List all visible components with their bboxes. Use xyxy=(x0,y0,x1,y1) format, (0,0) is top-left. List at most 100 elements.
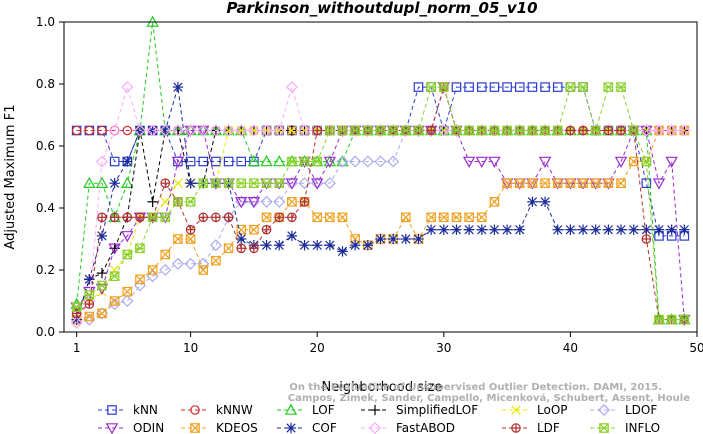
point-inflo xyxy=(135,243,145,254)
point-odin xyxy=(665,156,678,168)
point-fastabod xyxy=(652,124,666,137)
series-line-simplifiedlof xyxy=(76,130,685,320)
y-tick-label: 0.2 xyxy=(36,263,55,277)
x-tick-label: 40 xyxy=(563,341,578,355)
x-axis-label: Neighborhood size xyxy=(322,380,443,395)
legend-item-knn: kNN xyxy=(98,403,158,417)
series-ldf xyxy=(71,82,690,325)
x-tick-label: 20 xyxy=(310,341,325,355)
point-ldf xyxy=(71,308,82,319)
point-fastabod xyxy=(247,124,260,137)
point-kdeos xyxy=(325,212,335,223)
point-cof xyxy=(236,233,247,245)
point-odin xyxy=(462,156,476,168)
point-odin xyxy=(488,156,501,168)
point-cof xyxy=(590,224,601,235)
legend-marker-odin xyxy=(105,423,119,434)
point-lof xyxy=(95,176,109,188)
y-tick-label: 0.0 xyxy=(36,325,55,339)
point-inflo xyxy=(375,125,386,136)
point-ldf xyxy=(223,212,234,223)
point-kdeos xyxy=(287,197,297,207)
point-kdeos xyxy=(337,212,348,223)
point-inflo xyxy=(476,125,487,136)
point-knn xyxy=(451,82,462,92)
legend-item-simplifiedlof: SimplifiedLOF xyxy=(361,403,478,417)
point-fastabod xyxy=(260,124,273,137)
point-knn xyxy=(502,82,512,92)
point-fastabod xyxy=(437,124,450,137)
legend-label-kdeos: KDEOS xyxy=(216,421,258,434)
chart-title: Parkinson_withoutdupl_norm_05_v10 xyxy=(226,0,537,17)
point-inflo xyxy=(514,125,525,136)
point-inflo xyxy=(312,156,322,167)
point-knn xyxy=(514,82,525,92)
point-inflo xyxy=(160,212,171,223)
point-odin xyxy=(310,178,324,190)
point-ldf xyxy=(565,125,576,136)
point-odin xyxy=(197,125,210,137)
legend-item-inflo: INFLO xyxy=(590,421,660,434)
point-kdeos xyxy=(578,178,588,188)
point-ldof xyxy=(336,155,349,168)
point-ldof xyxy=(273,195,286,208)
point-inflo xyxy=(97,280,107,291)
point-inflo xyxy=(299,156,310,167)
point-fastabod xyxy=(121,81,134,94)
y-axis-label: Adjusted Maximum F1 xyxy=(3,105,18,250)
point-odin xyxy=(121,231,134,243)
legend-marker-fastabod xyxy=(368,421,382,434)
point-inflo xyxy=(578,82,588,92)
point-lof xyxy=(121,176,134,188)
series-line-lof xyxy=(76,21,685,321)
point-kdeos xyxy=(476,212,487,223)
watermark-line-2: On the Evaluation of Unsupervised Outlie… xyxy=(289,382,662,393)
point-ldf xyxy=(312,125,322,136)
point-knnw xyxy=(109,125,120,136)
point-cof xyxy=(603,224,614,235)
point-ldf xyxy=(261,224,272,235)
point-inflo xyxy=(350,125,360,136)
series-line-kdeos xyxy=(76,130,685,321)
legend-item-cof: COF xyxy=(277,421,337,434)
point-ldof xyxy=(323,177,336,190)
point-ldof xyxy=(95,307,109,320)
point-inflo xyxy=(451,125,462,136)
point-odin xyxy=(171,156,185,168)
point-cof xyxy=(476,224,487,235)
legend-item-loop: LoOP xyxy=(502,403,568,417)
legend-item-kdeos: KDEOS xyxy=(181,421,258,434)
series-ldof xyxy=(70,124,691,329)
legend-item-fastabod: FastABOD xyxy=(361,421,455,434)
series-fastabod xyxy=(70,81,691,329)
point-cof xyxy=(312,240,323,251)
point-knn xyxy=(198,156,209,167)
point-inflo xyxy=(464,125,474,136)
point-inflo xyxy=(489,125,500,136)
point-ldof xyxy=(387,155,400,168)
point-cof xyxy=(527,196,538,207)
point-cof xyxy=(185,178,196,189)
point-kdeos xyxy=(135,274,145,285)
x-tick-label: 1 xyxy=(73,341,81,355)
point-ldof xyxy=(108,298,121,311)
point-inflo xyxy=(679,314,690,325)
point-kdeos xyxy=(147,265,158,275)
point-inflo xyxy=(71,302,82,312)
point-kdeos xyxy=(565,178,576,188)
point-odin xyxy=(108,243,121,255)
point-odin xyxy=(614,156,628,168)
point-inflo xyxy=(337,125,348,136)
point-ldf xyxy=(198,212,209,223)
x-tick-label: 30 xyxy=(436,341,451,355)
point-inflo xyxy=(223,178,234,188)
point-ldof xyxy=(260,195,273,208)
legend-label-loop: LoOP xyxy=(537,403,568,417)
series-cof xyxy=(71,81,690,325)
point-ldf xyxy=(122,212,133,223)
point-inflo xyxy=(552,125,563,136)
legend-label-knn: kNN xyxy=(133,403,158,417)
point-inflo xyxy=(173,197,183,207)
point-ldof xyxy=(83,313,96,326)
legend-label-ldf: LDF xyxy=(537,421,560,434)
